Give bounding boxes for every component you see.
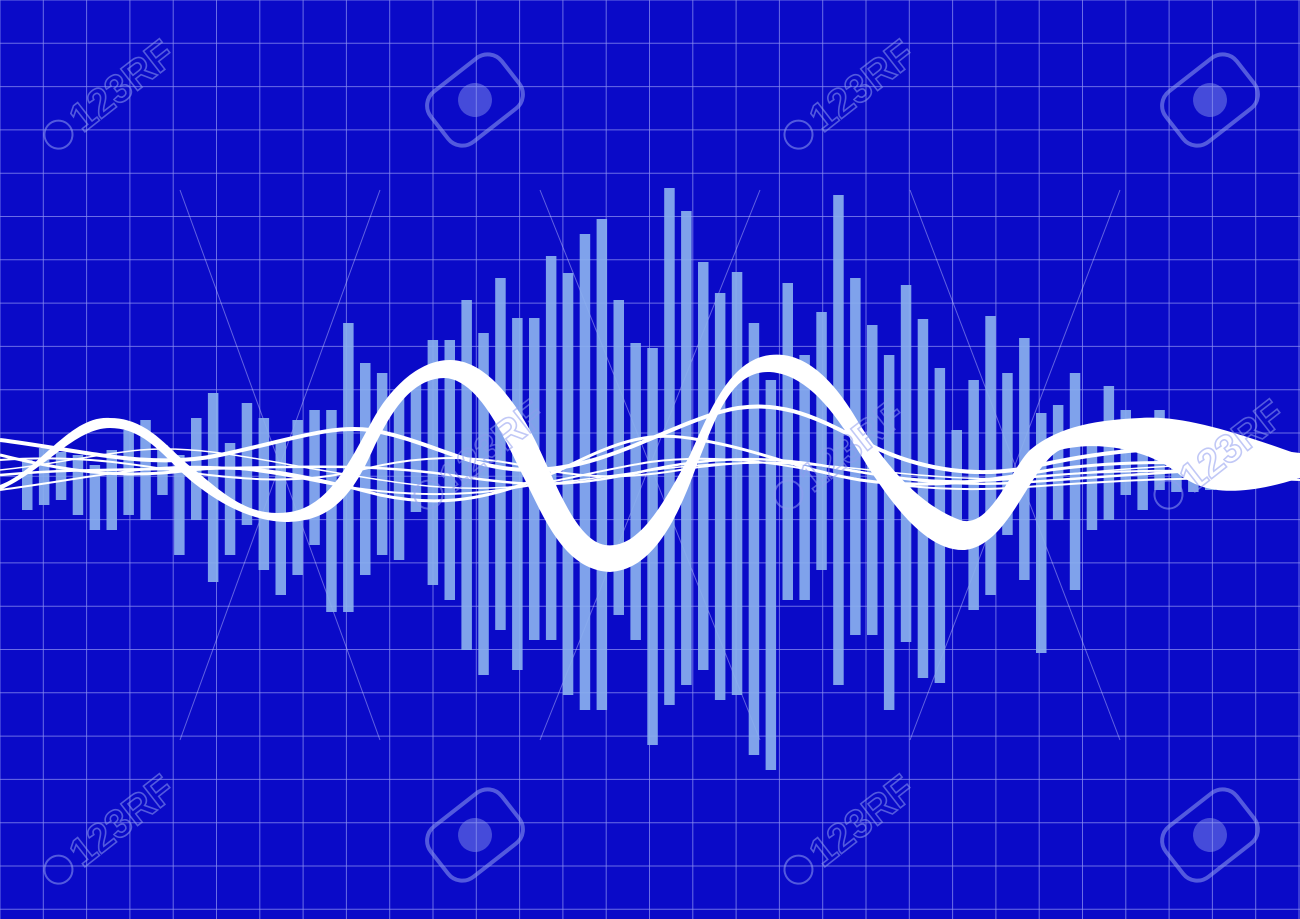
waveform-bar <box>292 420 303 575</box>
waveform-bar <box>444 340 455 600</box>
thin-wave <box>0 448 1300 489</box>
waveform-bar <box>393 398 405 560</box>
waveform-bar <box>1069 373 1081 590</box>
waveform-bar <box>664 188 675 705</box>
waveform-bar <box>241 403 253 525</box>
diagonal-line <box>909 189 1121 741</box>
camera-body-icon <box>1160 787 1260 883</box>
waveform-bar <box>850 278 861 635</box>
camera-lens-icon <box>1193 83 1227 117</box>
camera-lens-icon <box>458 818 492 852</box>
camera-aperture-icon <box>1153 479 1184 510</box>
waveform-bar <box>376 373 388 555</box>
waveform-bar <box>731 272 743 695</box>
thin-wave <box>0 457 1300 496</box>
waveform-bar <box>174 455 185 555</box>
camera-aperture-icon <box>43 119 74 150</box>
waveform-bar <box>427 340 439 585</box>
waveform-bar <box>258 418 270 570</box>
waveform-bar <box>495 278 506 630</box>
waveform-bar <box>512 318 523 670</box>
waveform-bar <box>55 452 67 500</box>
waveform-bar <box>833 195 844 685</box>
waveform-bar <box>765 380 777 770</box>
waveform-bar <box>22 460 33 510</box>
waveform-bar <box>89 465 101 530</box>
camera-aperture-icon <box>413 479 444 510</box>
waveform-bar <box>799 355 810 600</box>
camera-lens-icon <box>458 83 492 117</box>
waveform-bar <box>681 211 692 685</box>
waveform-bar <box>748 323 760 755</box>
camera-body-icon <box>1160 52 1260 148</box>
waveform-bar <box>478 333 489 675</box>
waveform-bar <box>968 380 979 610</box>
camera-aperture-icon <box>783 854 814 885</box>
waveform-bar <box>1002 373 1013 535</box>
waveform-bar <box>326 410 337 612</box>
camera-lens-icon <box>1193 818 1227 852</box>
waveform-bar <box>1036 413 1047 653</box>
waveform-bar <box>985 316 996 595</box>
camera-body-icon <box>425 52 525 148</box>
waveform-bar <box>917 319 929 678</box>
waveform-bar <box>816 312 827 570</box>
camera-aperture-icon <box>43 854 74 885</box>
waveform-bar <box>596 219 608 710</box>
waveform-bar <box>714 293 726 700</box>
waveform-bar <box>867 325 878 635</box>
waveform-bar <box>38 448 50 505</box>
camera-body-icon <box>425 787 525 883</box>
waveform-bar <box>72 455 84 515</box>
waveform-bar <box>545 256 557 640</box>
camera-watermark <box>425 787 525 883</box>
waveform-bar <box>1086 432 1098 530</box>
waveform-bar <box>782 283 793 600</box>
waveform-bar <box>410 383 422 512</box>
waveform-bar <box>461 300 472 650</box>
waveform-bar <box>883 355 895 710</box>
camera-watermark <box>1160 787 1260 883</box>
camera-watermark <box>425 52 525 148</box>
sine-wave-curves <box>0 354 1300 572</box>
camera-aperture-icon <box>783 119 814 150</box>
waveform-bar <box>900 285 912 642</box>
waveform-bar <box>613 300 624 615</box>
waveform-bar <box>106 450 117 530</box>
camera-watermark <box>1160 52 1260 148</box>
camera-aperture-icon <box>773 479 804 510</box>
waveform-bar <box>630 343 641 640</box>
waveform-bar <box>579 234 591 710</box>
